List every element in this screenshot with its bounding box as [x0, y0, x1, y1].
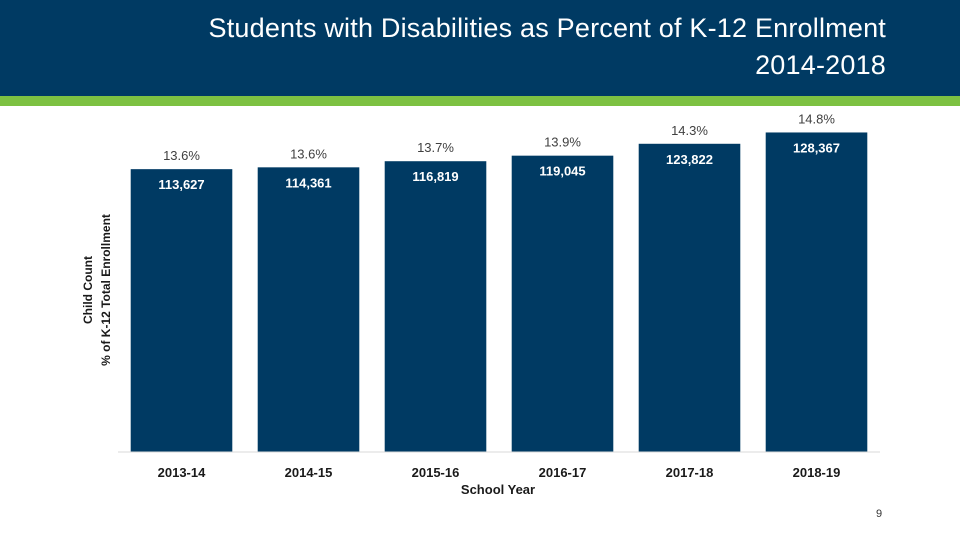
percent-label: 14.3% [671, 123, 708, 138]
bar-value-label: 123,822 [666, 152, 713, 167]
slide-title: Students with Disabilities as Percent of… [208, 13, 886, 43]
bar-2017-18 [638, 143, 741, 453]
x-tick-label: 2013-14 [158, 465, 206, 480]
bar-2015-16 [384, 161, 487, 452]
x-tick-label: 2018-19 [793, 465, 841, 480]
page-number: 9 [876, 508, 883, 520]
bar-value-label: 114,361 [285, 175, 331, 190]
bar-2013-14 [130, 169, 233, 452]
x-tick-label: 2016-17 [539, 465, 587, 480]
x-tick-label: 2017-18 [666, 465, 714, 480]
bar-2018-19 [765, 132, 868, 452]
percent-label: 13.7% [417, 140, 454, 155]
percent-label: 13.6% [163, 148, 200, 163]
bar-value-label: 113,627 [158, 177, 204, 192]
bar-2014-15 [257, 167, 360, 452]
x-tick-label: 2014-15 [285, 465, 333, 480]
x-axis-title: School Year [461, 482, 535, 497]
bar-value-label: 116,819 [412, 169, 458, 184]
slide-subtitle-years: 2014-2018 [755, 50, 886, 80]
bars-group: 113,627 13.6% 114,361 13.6% 116,819 13.7% 119,… [130, 111, 868, 453]
bar-value-label: 128,367 [793, 140, 840, 155]
x-tick-labels: 2013-14 2014-15 2015-16 2016-17 2017-18 2018-… [158, 465, 841, 480]
y-axis-title-line1: Child Count [81, 256, 95, 324]
percent-label: 13.6% [290, 146, 327, 161]
bar-value-label: 119,045 [539, 164, 585, 179]
y-axis-title-line2: % of K-12 Total Enrollment [99, 214, 113, 366]
percent-label: 13.9% [544, 135, 581, 150]
accent-band [0, 96, 960, 106]
bar-2016-17 [511, 155, 614, 452]
x-tick-label: 2015-16 [412, 465, 460, 480]
title-band: Students with Disabilities as Percent of… [0, 0, 960, 96]
percent-label: 14.8% [798, 111, 835, 126]
